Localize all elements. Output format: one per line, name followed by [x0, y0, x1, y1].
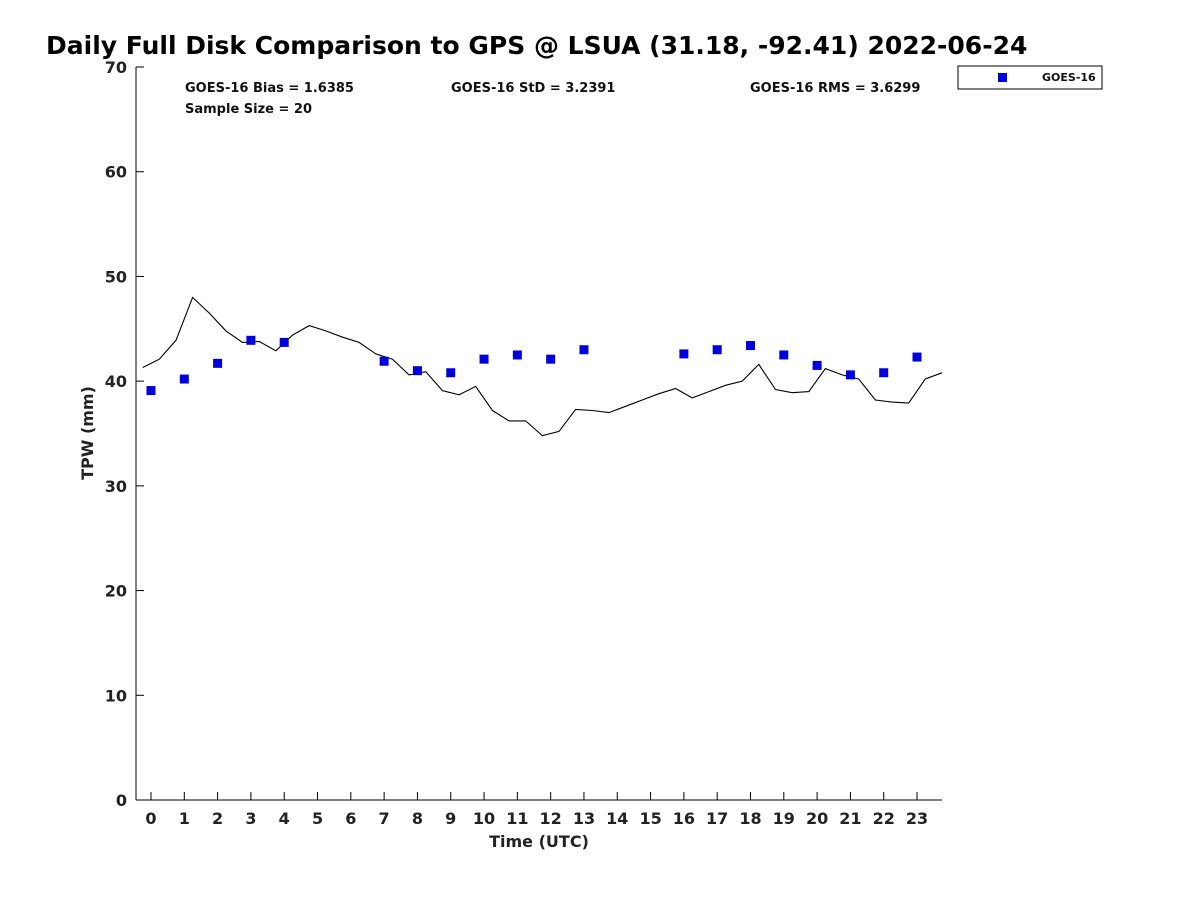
goes16-point [745, 341, 755, 351]
goes16-point [912, 352, 922, 362]
x-tick-label: 3 [245, 809, 256, 828]
x-tick-label: 12 [540, 809, 562, 828]
x-tick-label: 9 [445, 809, 456, 828]
goes16-point [712, 345, 722, 355]
x-tick-label: 21 [839, 809, 861, 828]
y-tick-label: 60 [105, 163, 127, 182]
x-tick-label: 17 [706, 809, 728, 828]
x-tick-label: 8 [412, 809, 423, 828]
x-tick-label: 0 [145, 809, 156, 828]
goes16-markers [146, 335, 922, 396]
x-tick-label: 14 [606, 809, 628, 828]
legend: GOES-16 [957, 65, 1103, 90]
legend-box [957, 65, 1103, 90]
y-tick-label: 70 [105, 58, 127, 77]
x-tick-label: 6 [345, 809, 356, 828]
goes16-point [412, 366, 422, 376]
y-tick-label: 30 [105, 477, 127, 496]
gps-line [142, 296, 943, 437]
gps-series-line [142, 296, 943, 437]
goes16-point [379, 356, 389, 366]
x-tick-label: 11 [506, 809, 528, 828]
y-axis-label: TPW (mm) [78, 386, 97, 480]
stat-rms: GOES-16 RMS = 3.6299 [750, 81, 920, 96]
y-axis-ticks: 0 10 20 30 40 50 60 70 [105, 58, 144, 810]
x-tick-label: 22 [873, 809, 895, 828]
y-tick-label: 20 [105, 582, 127, 601]
goes16-point [546, 354, 556, 364]
y-tick-label: 50 [105, 267, 127, 286]
goes16-point [679, 349, 689, 359]
x-tick-label: 5 [312, 809, 323, 828]
x-tick-label: 10 [473, 809, 495, 828]
x-axis-label: Time (UTC) [489, 832, 589, 851]
stat-std: GOES-16 StD = 3.2391 [451, 81, 615, 96]
stat-sample-size: Sample Size = 20 [185, 102, 312, 117]
x-tick-label: 16 [673, 809, 695, 828]
goes16-point [246, 335, 256, 345]
chart-title: Daily Full Disk Comparison to GPS @ LSUA… [46, 31, 1027, 60]
x-tick-label: 4 [279, 809, 290, 828]
goes16-point [279, 337, 289, 347]
x-axis-ticks: 0 1 2 3 4 5 6 7 8 9 10 11 12 13 14 15 16 17 18 19 20 21 22 23 [145, 792, 928, 828]
y-tick-label: 40 [105, 372, 127, 391]
x-tick-label: 19 [773, 809, 795, 828]
y-tick-label: 10 [105, 686, 127, 705]
goes16-point [779, 350, 789, 360]
x-tick-label: 2 [212, 809, 223, 828]
legend-marker-goes16 [998, 73, 1007, 82]
x-tick-label: 13 [573, 809, 595, 828]
goes16-point [579, 345, 589, 355]
stat-bias: GOES-16 Bias = 1.6385 [185, 81, 354, 96]
x-tick-label: 1 [179, 809, 190, 828]
goes16-point [446, 368, 456, 378]
x-tick-label: 7 [379, 809, 390, 828]
goes16-point [879, 368, 889, 378]
y-tick-label: 0 [116, 791, 127, 810]
x-tick-label: 20 [806, 809, 828, 828]
goes16-point [845, 370, 855, 380]
goes16-point [512, 350, 522, 360]
goes16-point [479, 354, 489, 364]
legend-label-goes16: GOES-16 [1042, 71, 1096, 84]
goes16-point [812, 360, 822, 370]
goes16-point [146, 386, 156, 396]
x-tick-label: 15 [639, 809, 661, 828]
goes16-point [179, 374, 189, 384]
x-tick-label: 18 [739, 809, 761, 828]
goes16-point [213, 358, 223, 368]
x-tick-label: 23 [906, 809, 928, 828]
